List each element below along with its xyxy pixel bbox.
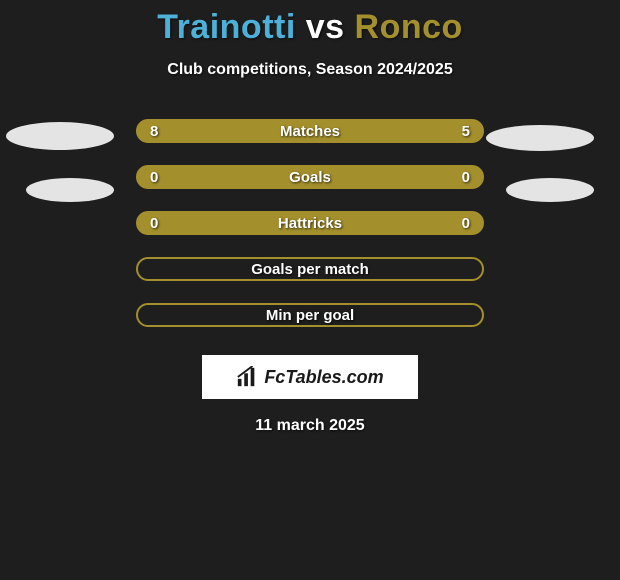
stat-row: Matches 8 5 [0, 119, 620, 165]
date-text: 11 march 2025 [0, 417, 620, 435]
stat-label: Hattricks [278, 215, 342, 232]
logo-text: FcTables.com [264, 367, 383, 388]
stat-bar: Matches [136, 119, 484, 143]
stat-value-left: 8 [150, 119, 158, 143]
stat-value-right: 5 [462, 119, 470, 143]
vs-text: vs [306, 8, 345, 46]
stat-label: Matches [280, 123, 340, 140]
comparison-title: Trainotti vs Ronco [0, 0, 620, 47]
stat-value-right: 0 [462, 165, 470, 189]
stat-bar: Goals [136, 165, 484, 189]
subtitle-text: Club competitions, Season 2024/2025 [0, 61, 620, 79]
stat-row: Goals per match [0, 257, 620, 303]
stat-rows: Matches 8 5 Goals 0 0 Hattricks 0 0 Goals per mat… [0, 119, 620, 349]
logo-box: FcTables.com [202, 355, 418, 399]
stat-value-right: 0 [462, 211, 470, 235]
bars-icon [236, 366, 258, 388]
stat-label: Goals [289, 169, 331, 186]
stat-row: Min per goal [0, 303, 620, 349]
stat-bar: Goals per match [136, 257, 484, 281]
player1-name: Trainotti [157, 8, 296, 46]
stat-row: Goals 0 0 [0, 165, 620, 211]
stat-bar: Min per goal [136, 303, 484, 327]
stat-row: Hattricks 0 0 [0, 211, 620, 257]
stat-bar: Hattricks [136, 211, 484, 235]
stat-value-left: 0 [150, 211, 158, 235]
stat-label: Min per goal [266, 307, 354, 324]
stat-value-left: 0 [150, 165, 158, 189]
stat-label: Goals per match [251, 261, 369, 278]
player2-name: Ronco [355, 8, 463, 46]
